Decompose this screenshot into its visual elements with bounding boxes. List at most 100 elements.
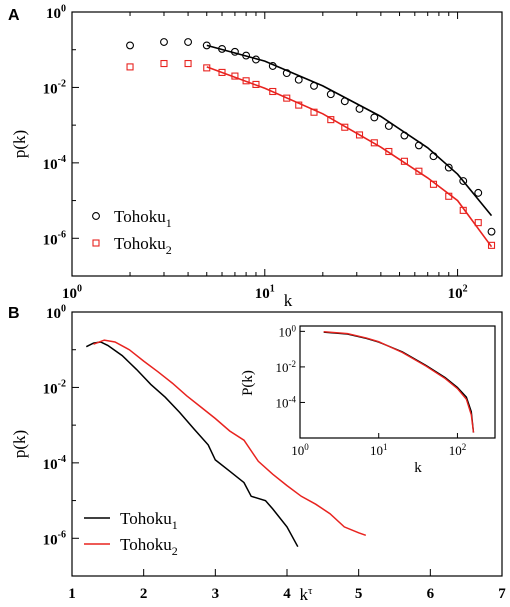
x-tick-label: 4	[283, 586, 291, 602]
panel-a-y-label: p(k)	[10, 130, 29, 158]
data-point-circle	[282, 69, 291, 78]
data-point-square	[341, 123, 349, 131]
inset-y-tick-label: 100	[279, 323, 297, 339]
data-point-square	[242, 77, 250, 85]
panel-b-ticks: 1 2 3 4 5 6 7 100 10-2 10-4 10-6	[43, 303, 507, 602]
data-point-square	[370, 139, 378, 147]
data-point-square	[295, 101, 303, 109]
inset-x-tick-label: 100	[291, 442, 309, 458]
inset-y-tick-label: 10-4	[276, 394, 297, 410]
panel-b-y-label: p(k)	[10, 430, 29, 458]
data-point-square	[445, 192, 453, 200]
y-tick-label: 100	[46, 3, 66, 22]
inset-x-tick-label: 102	[449, 442, 467, 458]
y-tick-label: 10-4	[43, 154, 66, 173]
data-point-circle	[230, 47, 239, 56]
legend-marker-circle	[92, 212, 100, 220]
inset-series-line-red	[323, 331, 475, 433]
inset-y-label: P(k)	[240, 370, 256, 396]
fit-line	[206, 44, 493, 217]
data-point-square	[415, 167, 423, 175]
y-tick-label: 10-2	[43, 79, 66, 98]
data-point-circle	[340, 97, 349, 106]
inset-x-label: k	[414, 460, 422, 476]
x-tick-label: 1	[68, 586, 76, 602]
inset-y-tick-label: 10-2	[276, 359, 297, 375]
data-point-circle	[474, 188, 483, 197]
panel-b-x-label: kτ	[300, 585, 314, 604]
data-point-circle	[126, 41, 134, 50]
x-tick-label: 3	[212, 586, 220, 602]
x-tick-label: 5	[355, 586, 363, 602]
data-point-circle	[414, 141, 423, 150]
y-tick-label: 100	[46, 303, 66, 322]
panel-a-letter: A	[8, 7, 20, 24]
data-point-circle	[310, 81, 318, 90]
data-point-circle	[370, 113, 379, 122]
data-point-square	[160, 59, 168, 68]
data-point-square	[400, 157, 408, 165]
data-point-square	[252, 80, 260, 88]
data-point-circle	[384, 122, 393, 130]
data-point-circle	[400, 131, 409, 140]
data-point-square	[459, 206, 467, 214]
legend-label-tohoku-1: Tohoku1	[114, 207, 172, 230]
panel-b-series	[85, 339, 367, 548]
legend-marker-square	[92, 239, 100, 247]
x-tick-label: 100	[62, 283, 82, 302]
data-point-circle	[242, 51, 251, 60]
data-point-circle	[429, 152, 438, 161]
y-tick-label: 10-6	[43, 530, 66, 549]
inset-frame	[299, 325, 496, 439]
inset-ticks: 100 101 102 100 10-2 10-4	[276, 323, 467, 458]
data-point-square	[487, 241, 496, 249]
data-point-square	[355, 131, 364, 139]
data-point-square	[385, 147, 393, 156]
data-point-square	[231, 72, 239, 80]
series-line-tohoku-1	[85, 341, 299, 548]
panel-a-frame	[71, 11, 503, 277]
x-tick-label: 7	[498, 586, 506, 602]
data-point-square	[327, 116, 335, 124]
data-point-square	[310, 108, 318, 116]
panel-b-legend: Tohoku1 Tohoku2	[84, 509, 178, 558]
x-tick-label: 101	[255, 283, 275, 302]
panel-a-legend: Tohoku1 Tohoku2	[92, 207, 172, 257]
y-tick-label: 10-2	[43, 379, 66, 398]
legend-label-tohoku-2: Tohoku2	[114, 234, 172, 257]
data-point-circle	[252, 55, 260, 64]
x-tick-label: 102	[448, 283, 468, 302]
data-point-circle	[459, 177, 468, 185]
data-point-square	[474, 219, 482, 227]
data-point-square	[269, 87, 277, 96]
data-point-circle	[218, 44, 226, 53]
data-point-circle	[184, 38, 193, 46]
data-point-square	[184, 59, 192, 68]
series-line-tohoku-2	[93, 339, 367, 537]
data-point-circle	[202, 41, 211, 50]
y-tick-label: 10-4	[43, 454, 66, 473]
data-point-circle	[326, 90, 335, 99]
data-point-circle	[294, 75, 303, 84]
x-tick-label: 6	[427, 586, 435, 602]
data-point-circle	[444, 163, 453, 172]
legend-label-tohoku-2: Tohoku2	[120, 535, 178, 558]
data-point-circle	[355, 104, 364, 113]
data-point-square	[126, 63, 134, 71]
panel-b-letter: B	[8, 305, 20, 322]
inset-series	[323, 331, 475, 433]
data-point-square	[218, 68, 226, 76]
legend-label-tohoku-1: Tohoku1	[120, 509, 178, 532]
data-point-square	[203, 64, 211, 72]
panel-a-x-label: k	[284, 291, 293, 310]
data-point-circle	[160, 38, 168, 46]
panel-a-ticks: 100 101 102 100 10-2 10-4 10-6	[43, 3, 468, 302]
data-point-square	[283, 94, 291, 102]
data-point-square	[429, 180, 438, 188]
y-tick-label: 10-6	[43, 230, 66, 249]
panel-a-series	[126, 38, 496, 249]
inset-x-tick-label: 101	[370, 442, 388, 458]
fit-line	[206, 66, 493, 248]
data-point-circle	[487, 227, 496, 236]
